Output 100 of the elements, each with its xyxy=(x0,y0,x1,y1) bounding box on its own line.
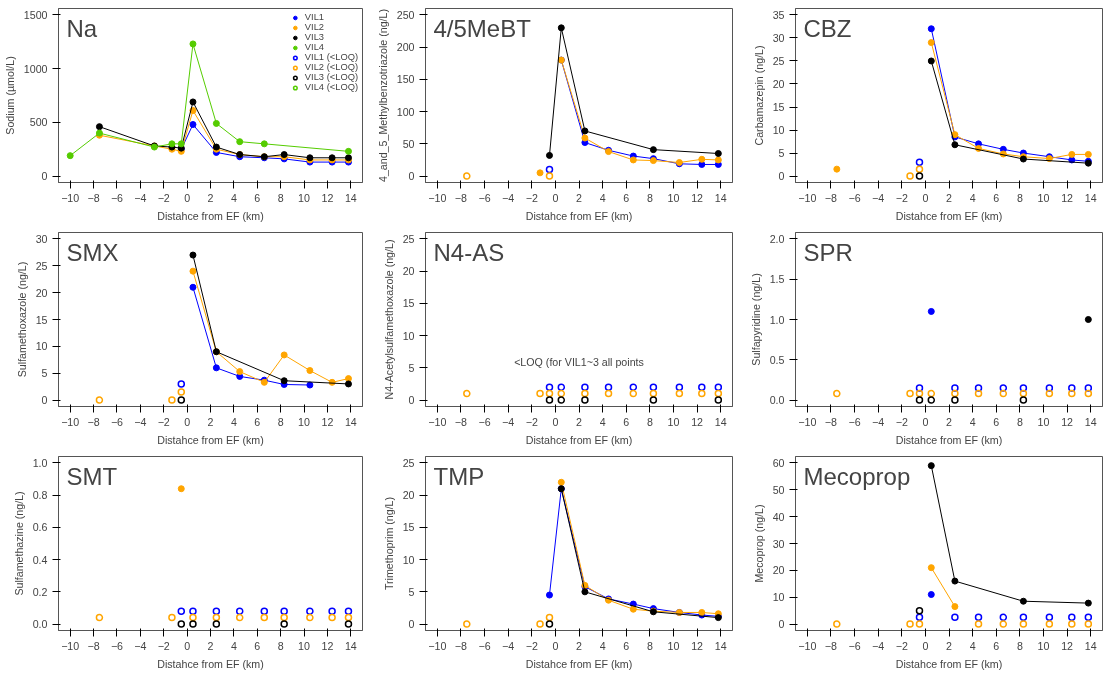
chart-title: CBZ xyxy=(803,14,852,42)
x-tick-label: −4 xyxy=(134,415,147,428)
y-tick-label: 10 xyxy=(772,124,785,137)
y-tick-label: 15 xyxy=(772,101,785,114)
x-tick-label: 14 xyxy=(714,639,727,652)
x-tick-label: 10 xyxy=(1037,639,1050,652)
x-tick-label: 2 xyxy=(207,191,214,204)
x-tick-label: −2 xyxy=(895,191,908,204)
x-tick-label: 2 xyxy=(576,191,583,204)
y-tick-label: 30 xyxy=(772,31,785,44)
y-tick-label: 25 xyxy=(772,54,785,67)
x-tick-label: −2 xyxy=(895,639,908,652)
x-tick-label: −6 xyxy=(478,639,491,652)
y-axis-title: Sodium (µmol/L) xyxy=(3,56,16,135)
chart-title: SPR xyxy=(803,238,853,266)
x-tick-label: −6 xyxy=(110,191,124,204)
x-tick-label: 2 xyxy=(946,639,953,652)
y-tick-label: 0.4 xyxy=(32,553,48,566)
y-tick-label: 35 xyxy=(772,8,785,21)
x-tick-label: 0 xyxy=(552,415,559,428)
y-tick-label: 20 xyxy=(35,286,48,299)
legend-label: VIL1 xyxy=(304,12,325,22)
x-tick-label: 4 xyxy=(969,639,976,652)
x-tick-label: 10 xyxy=(1037,191,1050,204)
x-tick-label: −10 xyxy=(798,415,817,428)
x-tick-label: −10 xyxy=(61,191,80,204)
x-tick-label: 14 xyxy=(344,191,357,204)
x-tick-label: 8 xyxy=(646,639,653,652)
x-tick-label: 10 xyxy=(667,415,680,428)
y-axis-title: Trimethoprim (ng/L) xyxy=(382,496,395,591)
x-tick-label: 0 xyxy=(922,639,929,652)
x-tick-label: 6 xyxy=(993,191,1000,204)
x-tick-label: 14 xyxy=(714,191,727,204)
x-tick-label: 8 xyxy=(277,191,284,204)
x-tick-label: 14 xyxy=(714,415,727,428)
y-tick-label: 25 xyxy=(402,232,415,245)
x-tick-label: 4 xyxy=(230,191,237,204)
y-tick-label: 0.2 xyxy=(32,585,48,598)
y-tick-label: 1.5 xyxy=(769,273,785,286)
legend-label: VIL2 xyxy=(304,22,325,32)
x-tick-label: −4 xyxy=(872,191,885,204)
y-axis-title: Sulfamethazine (ng/L) xyxy=(12,491,25,596)
y-tick-label: 0 xyxy=(778,170,785,183)
x-tick-label: 10 xyxy=(298,639,311,652)
y-tick-label: 60 xyxy=(772,456,785,469)
x-tick-label: −4 xyxy=(872,639,885,652)
y-tick-label: 250 xyxy=(396,8,415,21)
y-tick-label: 10 xyxy=(35,340,48,353)
legend-label: VIL3 (<LOQ) xyxy=(304,72,358,82)
x-tick-label: −6 xyxy=(848,191,861,204)
y-tick-label: 0 xyxy=(408,170,415,183)
x-tick-label: −6 xyxy=(110,639,124,652)
x-tick-label: −8 xyxy=(87,191,100,204)
x-tick-label: −2 xyxy=(525,191,538,204)
x-tick-label: −4 xyxy=(872,415,885,428)
x-tick-label: 12 xyxy=(691,639,704,652)
y-tick-label: 0.0 xyxy=(769,394,785,407)
x-tick-label: 14 xyxy=(1084,191,1097,204)
x-tick-label: −2 xyxy=(895,415,908,428)
x-tick-label: 8 xyxy=(277,639,284,652)
x-tick-label: −10 xyxy=(428,639,447,652)
legend-label: VIL4 xyxy=(304,42,325,52)
x-tick-label: −2 xyxy=(525,415,538,428)
y-tick-label: 20 xyxy=(772,564,785,577)
x-axis-title: Distahce from EF (km) xyxy=(157,657,264,670)
x-tick-label: 0 xyxy=(922,191,929,204)
x-tick-label: −8 xyxy=(824,639,838,652)
x-tick-label: 12 xyxy=(1061,191,1074,204)
x-tick-label: 8 xyxy=(1016,191,1023,204)
y-tick-label: 0.6 xyxy=(32,521,48,534)
x-tick-label: 12 xyxy=(1061,415,1074,428)
y-tick-label: 0 xyxy=(778,618,785,631)
x-tick-label: −4 xyxy=(134,639,147,652)
x-tick-label: 10 xyxy=(298,191,311,204)
y-tick-label: 20 xyxy=(772,77,785,90)
x-tick-label: 14 xyxy=(344,639,357,652)
y-tick-label: 0.8 xyxy=(32,489,48,502)
y-axis-title: Mecoprop (ng/L) xyxy=(752,504,765,583)
x-tick-label: −6 xyxy=(478,191,491,204)
x-tick-label: −4 xyxy=(502,639,515,652)
x-tick-label: 6 xyxy=(254,415,261,428)
x-tick-label: 2 xyxy=(576,639,583,652)
x-tick-label: 0 xyxy=(552,639,559,652)
x-tick-label: 6 xyxy=(623,415,630,428)
x-tick-label: 2 xyxy=(946,191,953,204)
y-tick-label: 10 xyxy=(402,329,415,342)
y-axis-title: Carbamazepin (ng/L) xyxy=(752,45,765,146)
legend-label: VIL3 xyxy=(304,32,325,42)
x-tick-label: 6 xyxy=(254,639,261,652)
y-tick-label: 1.0 xyxy=(769,313,785,326)
x-tick-label: 8 xyxy=(1016,639,1023,652)
x-tick-label: 10 xyxy=(667,191,680,204)
x-tick-label: −8 xyxy=(454,191,468,204)
y-tick-label: 0.0 xyxy=(32,618,48,631)
x-tick-label: −8 xyxy=(87,639,100,652)
x-tick-label: 4 xyxy=(969,191,976,204)
legend-label: VIL1 (<LOQ) xyxy=(304,52,358,62)
x-tick-label: −10 xyxy=(428,415,447,428)
x-tick-label: 0 xyxy=(922,415,929,428)
x-tick-label: 4 xyxy=(969,415,976,428)
